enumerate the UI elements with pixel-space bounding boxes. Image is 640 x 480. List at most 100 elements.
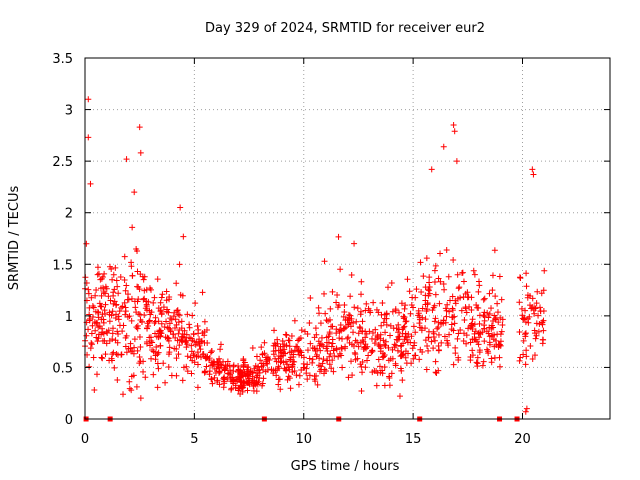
- data-point-peak: [136, 124, 143, 131]
- data-point: [258, 344, 265, 351]
- data-point: [335, 233, 342, 240]
- data-point: [463, 309, 470, 316]
- data-point: [95, 270, 102, 277]
- data-point: [540, 336, 547, 343]
- data-point: [123, 282, 130, 289]
- data-point-peak: [530, 171, 537, 178]
- data-point: [350, 320, 357, 327]
- data-point: [481, 338, 488, 345]
- data-point: [183, 337, 190, 344]
- data-point: [458, 307, 465, 314]
- data-point: [347, 293, 354, 300]
- data-point: [145, 318, 152, 325]
- data-point: [446, 308, 453, 315]
- data-point: [186, 324, 193, 331]
- data-point: [497, 314, 504, 321]
- data-point: [99, 311, 106, 318]
- data-point: [121, 299, 128, 306]
- data-point: [270, 348, 277, 355]
- data-point: [158, 320, 165, 327]
- data-point: [118, 351, 125, 358]
- data-point: [304, 347, 311, 354]
- data-point: [120, 391, 127, 398]
- data-point: [126, 385, 133, 392]
- data-point: [184, 353, 191, 360]
- data-point: [314, 381, 321, 388]
- data-point: [393, 325, 400, 332]
- data-point: [363, 300, 370, 307]
- data-point: [107, 297, 114, 304]
- data-point: [137, 358, 144, 365]
- data-point: [441, 286, 448, 293]
- data-point: [326, 353, 333, 360]
- data-point: [110, 271, 117, 278]
- data-point: [323, 345, 330, 352]
- data-point: [311, 334, 318, 341]
- x-tick-label: 0: [81, 432, 89, 447]
- data-point: [435, 331, 442, 338]
- data-point: [392, 360, 399, 367]
- data-point: [422, 316, 429, 323]
- data-point: [422, 301, 429, 308]
- data-point: [230, 368, 237, 375]
- data-point: [180, 233, 187, 240]
- data-point: [491, 331, 498, 338]
- data-point: [333, 299, 340, 306]
- data-point: [187, 354, 194, 361]
- data-point: [480, 296, 487, 303]
- data-point: [479, 329, 486, 336]
- data-point: [315, 304, 322, 311]
- data-point: [281, 346, 288, 353]
- data-point: [425, 334, 432, 341]
- data-point: [89, 314, 96, 321]
- data-point-peak: [123, 156, 130, 163]
- data-point: [98, 303, 105, 310]
- data-point: [518, 305, 525, 312]
- data-point: [355, 343, 362, 350]
- data-point: [134, 268, 141, 275]
- data-point: [175, 330, 182, 337]
- data-point: [517, 275, 524, 282]
- data-point: [316, 362, 323, 369]
- data-point: [483, 346, 490, 353]
- data-point: [469, 320, 476, 327]
- data-point: [181, 327, 188, 334]
- data-point: [376, 363, 383, 370]
- data-point: [452, 300, 459, 307]
- data-point: [286, 337, 293, 344]
- data-point: [291, 347, 298, 354]
- data-point: [389, 346, 396, 353]
- data-point: [455, 330, 462, 337]
- data-point: [407, 310, 414, 317]
- data-point: [336, 350, 343, 357]
- data-point: [358, 291, 365, 298]
- data-point: [460, 338, 467, 345]
- data-point: [317, 320, 324, 327]
- data-point: [259, 380, 266, 387]
- data-point: [531, 352, 538, 359]
- data-point: [460, 278, 467, 285]
- data-point: [244, 364, 251, 371]
- data-point: [162, 379, 169, 386]
- data-point: [481, 295, 488, 302]
- data-point: [114, 339, 121, 346]
- data-point: [224, 375, 231, 382]
- data-point: [340, 313, 347, 320]
- data-point: [377, 335, 384, 342]
- data-point: [416, 320, 423, 327]
- data-point: [106, 337, 113, 344]
- data-point: [283, 332, 290, 339]
- data-point: [488, 305, 495, 312]
- data-point: [137, 317, 144, 324]
- data-point: [454, 295, 461, 302]
- data-point: [424, 343, 431, 350]
- data-point-peak: [85, 134, 92, 141]
- data-point: [520, 351, 527, 358]
- data-point: [516, 328, 523, 335]
- data-point: [348, 358, 355, 365]
- data-point: [468, 307, 475, 314]
- data-point: [275, 381, 282, 388]
- plot-frame: [84, 57, 611, 420]
- data-point: [498, 296, 505, 303]
